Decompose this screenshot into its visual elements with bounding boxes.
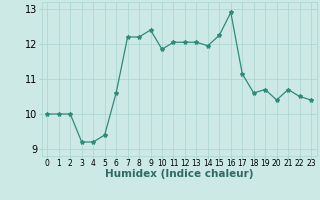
- X-axis label: Humidex (Indice chaleur): Humidex (Indice chaleur): [105, 169, 253, 179]
